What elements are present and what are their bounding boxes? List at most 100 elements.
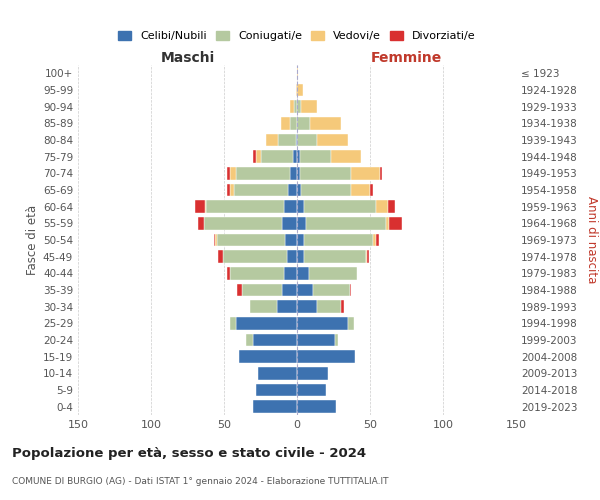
Bar bbox=[256, 150, 260, 163]
Bar bbox=[373, 234, 376, 246]
Bar bbox=[300, 167, 351, 179]
Bar bbox=[304, 200, 376, 213]
Bar bbox=[297, 150, 300, 163]
Bar bbox=[317, 300, 341, 313]
Bar bbox=[297, 284, 313, 296]
Bar bbox=[294, 100, 297, 113]
Bar bbox=[308, 267, 357, 280]
Bar bbox=[380, 167, 382, 179]
Bar bbox=[351, 167, 380, 179]
Y-axis label: Fasce di età: Fasce di età bbox=[26, 205, 39, 275]
Bar bbox=[287, 250, 297, 263]
Bar bbox=[230, 317, 236, 330]
Bar bbox=[230, 267, 284, 280]
Bar bbox=[297, 117, 310, 130]
Bar bbox=[297, 184, 301, 196]
Bar bbox=[388, 200, 395, 213]
Bar bbox=[293, 150, 297, 163]
Bar bbox=[297, 200, 304, 213]
Bar bbox=[239, 350, 297, 363]
Bar bbox=[257, 367, 297, 380]
Bar bbox=[301, 100, 317, 113]
Bar bbox=[217, 234, 286, 246]
Bar bbox=[250, 300, 277, 313]
Bar bbox=[230, 184, 234, 196]
Bar bbox=[297, 400, 337, 413]
Bar bbox=[284, 267, 297, 280]
Bar bbox=[260, 150, 293, 163]
Bar bbox=[304, 250, 365, 263]
Bar bbox=[290, 167, 297, 179]
Bar bbox=[283, 217, 297, 230]
Bar bbox=[297, 317, 348, 330]
Bar bbox=[230, 167, 236, 179]
Bar bbox=[297, 167, 300, 179]
Bar bbox=[278, 134, 296, 146]
Text: Femmine: Femmine bbox=[371, 51, 442, 65]
Text: Maschi: Maschi bbox=[160, 51, 215, 65]
Bar bbox=[297, 217, 306, 230]
Bar bbox=[284, 200, 297, 213]
Bar bbox=[313, 284, 350, 296]
Bar bbox=[253, 334, 297, 346]
Bar bbox=[288, 184, 297, 196]
Bar bbox=[246, 334, 253, 346]
Bar bbox=[223, 250, 287, 263]
Bar bbox=[297, 367, 328, 380]
Bar bbox=[317, 134, 348, 146]
Bar bbox=[351, 184, 370, 196]
Bar bbox=[218, 250, 223, 263]
Bar bbox=[297, 334, 335, 346]
Bar bbox=[215, 234, 217, 246]
Bar bbox=[227, 167, 230, 179]
Bar bbox=[335, 334, 338, 346]
Bar bbox=[198, 217, 203, 230]
Bar bbox=[195, 200, 205, 213]
Text: COMUNE DI BURGIO (AG) - Dati ISTAT 1° gennaio 2024 - Elaborazione TUTTITALIA.IT: COMUNE DI BURGIO (AG) - Dati ISTAT 1° ge… bbox=[12, 478, 389, 486]
Bar bbox=[365, 250, 367, 263]
Bar bbox=[290, 100, 294, 113]
Legend: Celibi/Nubili, Coniugati/e, Vedovi/e, Divorziati/e: Celibi/Nubili, Coniugati/e, Vedovi/e, Di… bbox=[116, 28, 478, 44]
Bar bbox=[286, 234, 297, 246]
Bar bbox=[310, 117, 341, 130]
Bar bbox=[300, 150, 331, 163]
Bar bbox=[297, 250, 304, 263]
Bar bbox=[297, 267, 308, 280]
Bar bbox=[297, 300, 317, 313]
Bar bbox=[297, 134, 317, 146]
Bar bbox=[290, 117, 297, 130]
Bar bbox=[386, 217, 389, 230]
Bar bbox=[306, 217, 386, 230]
Bar bbox=[304, 234, 373, 246]
Bar bbox=[256, 384, 297, 396]
Bar bbox=[206, 200, 284, 213]
Bar bbox=[283, 284, 297, 296]
Bar bbox=[389, 217, 402, 230]
Bar bbox=[253, 150, 256, 163]
Bar bbox=[203, 217, 283, 230]
Bar bbox=[237, 284, 242, 296]
Bar bbox=[376, 200, 388, 213]
Bar bbox=[341, 300, 344, 313]
Bar bbox=[236, 317, 297, 330]
Bar bbox=[331, 150, 361, 163]
Bar bbox=[296, 84, 297, 96]
Bar bbox=[281, 117, 290, 130]
Bar bbox=[297, 234, 304, 246]
Bar bbox=[297, 100, 301, 113]
Bar bbox=[297, 67, 298, 80]
Bar bbox=[296, 134, 297, 146]
Bar bbox=[297, 350, 355, 363]
Y-axis label: Anni di nascita: Anni di nascita bbox=[584, 196, 598, 284]
Bar bbox=[214, 234, 215, 246]
Bar bbox=[297, 384, 326, 396]
Bar bbox=[266, 134, 278, 146]
Bar bbox=[242, 284, 283, 296]
Bar bbox=[370, 184, 373, 196]
Bar bbox=[277, 300, 297, 313]
Bar bbox=[350, 284, 351, 296]
Bar bbox=[234, 184, 288, 196]
Bar bbox=[253, 400, 297, 413]
Bar bbox=[367, 250, 368, 263]
Bar bbox=[236, 167, 290, 179]
